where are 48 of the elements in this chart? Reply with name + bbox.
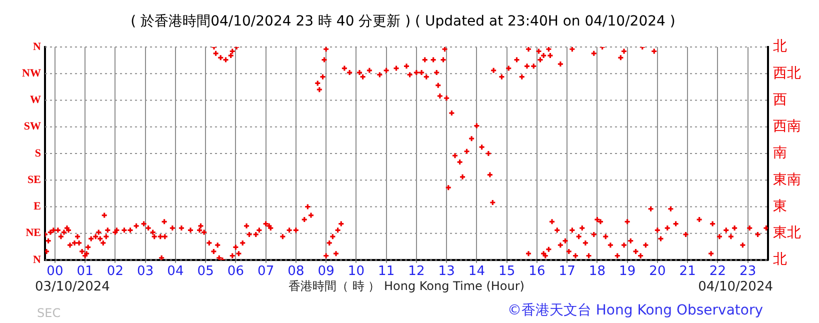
x-tick-label: 14 [468,264,485,280]
text: 03/10/2024 [35,279,110,294]
x-tick-label: 22 [709,264,726,280]
x-axis-title: 香港時間（ 時 ） Hong Kong Time (Hour) [288,279,524,294]
x-tick-label: 17 [558,264,576,280]
x-tick-label: 09 [318,264,334,280]
text: ©香港天文台 Hong Kong Observatory [507,302,763,319]
text: 西 [773,92,787,108]
x-tick-label: 12 [408,264,425,280]
x-tick-label: 00 [46,264,64,280]
x-tick-label: 18 [588,264,606,280]
text: 西南 [773,118,801,135]
text: 東 [773,198,787,214]
x-tick-label: 21 [679,264,696,280]
x-tick-label: 23 [740,264,756,280]
text: E [34,200,41,213]
text: W [30,94,41,106]
text: 北 [773,38,787,55]
x-tick-label: 10 [348,264,364,280]
text: SE [28,174,41,186]
x-tick-label: 19 [619,264,636,280]
text: 西北 [773,65,801,82]
x-tick-label: 16 [528,264,546,280]
text: 東北 [773,225,801,242]
x-tick-label: 03 [137,264,154,280]
text: 東南 [773,172,801,188]
x-tick-label: 01 [76,264,94,280]
text: 04/10/2024 [698,279,773,294]
text: SW [24,120,41,133]
x-tick-label: 11 [378,264,395,280]
text: SEC [37,306,61,320]
text: NW [22,67,41,80]
text: 北 [773,252,787,268]
text: S [34,147,41,160]
x-tick-label: 08 [288,264,304,280]
text: 南 [773,145,787,162]
x-tick-label: 13 [438,264,455,280]
x-tick-label: 20 [649,264,666,280]
x-tick-label: 05 [197,264,214,280]
x-tick-label: 06 [227,264,244,280]
x-tick-label: 07 [258,264,274,280]
x-tick-label: 04 [167,264,184,280]
chart-title: ( 於香港時間04/10/2024 23 時 40 分更新 ) ( Updated at 23:40H on 04/10/2024 ) [130,14,676,30]
text: NE [26,227,41,240]
text: N [33,40,42,53]
text: N [33,254,42,266]
x-tick-label: 15 [498,264,516,280]
x-tick-label: 02 [106,264,124,280]
